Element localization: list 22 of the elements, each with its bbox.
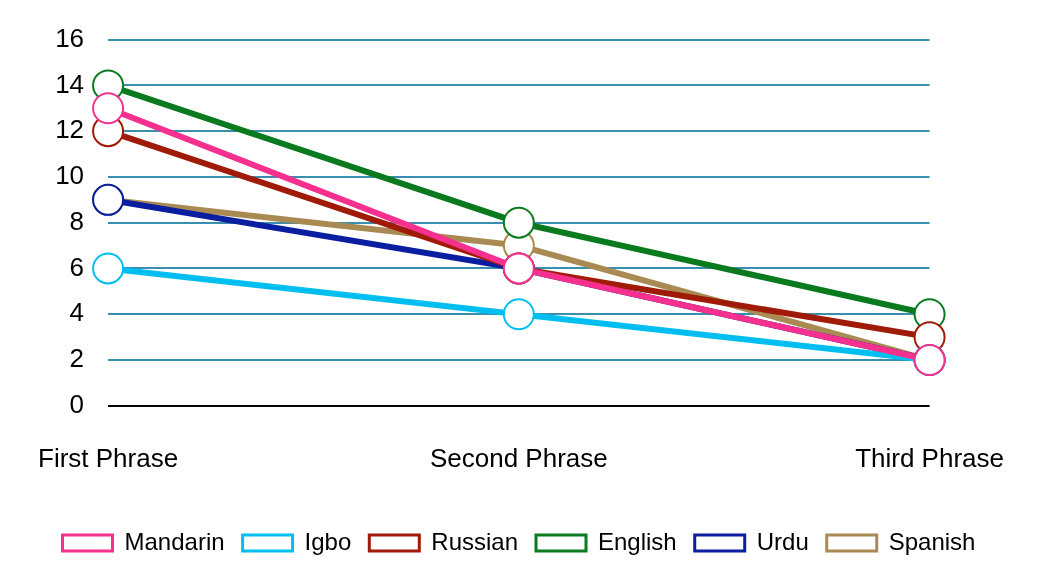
y-tick-label: 2 bbox=[69, 343, 85, 374]
y-tick-label: 12 bbox=[55, 114, 85, 145]
y-tick-label: 14 bbox=[55, 68, 85, 99]
legend-label: Mandarin bbox=[124, 527, 225, 555]
legend-label: Russian bbox=[431, 527, 519, 555]
point bbox=[92, 252, 125, 285]
y-tick-label: 10 bbox=[55, 160, 85, 191]
y-tick-label: 16 bbox=[55, 22, 85, 53]
x-tick-label: Third Phrase bbox=[855, 442, 1004, 473]
point bbox=[502, 206, 535, 239]
y-tick-label: 4 bbox=[69, 297, 85, 328]
y-tick-label: 8 bbox=[69, 205, 85, 236]
legend-label: Urdu bbox=[756, 527, 809, 555]
legend-label: Igbo bbox=[304, 527, 352, 555]
x-tick-label: First Phrase bbox=[37, 442, 179, 473]
legend-label: Spanish bbox=[888, 527, 976, 555]
y-tick-label: 0 bbox=[69, 388, 85, 419]
point bbox=[502, 298, 535, 331]
point bbox=[92, 92, 125, 125]
y-tick-label: 6 bbox=[69, 251, 85, 282]
legend-label: English bbox=[598, 527, 677, 555]
x-tick-label: Second Phrase bbox=[429, 442, 608, 473]
